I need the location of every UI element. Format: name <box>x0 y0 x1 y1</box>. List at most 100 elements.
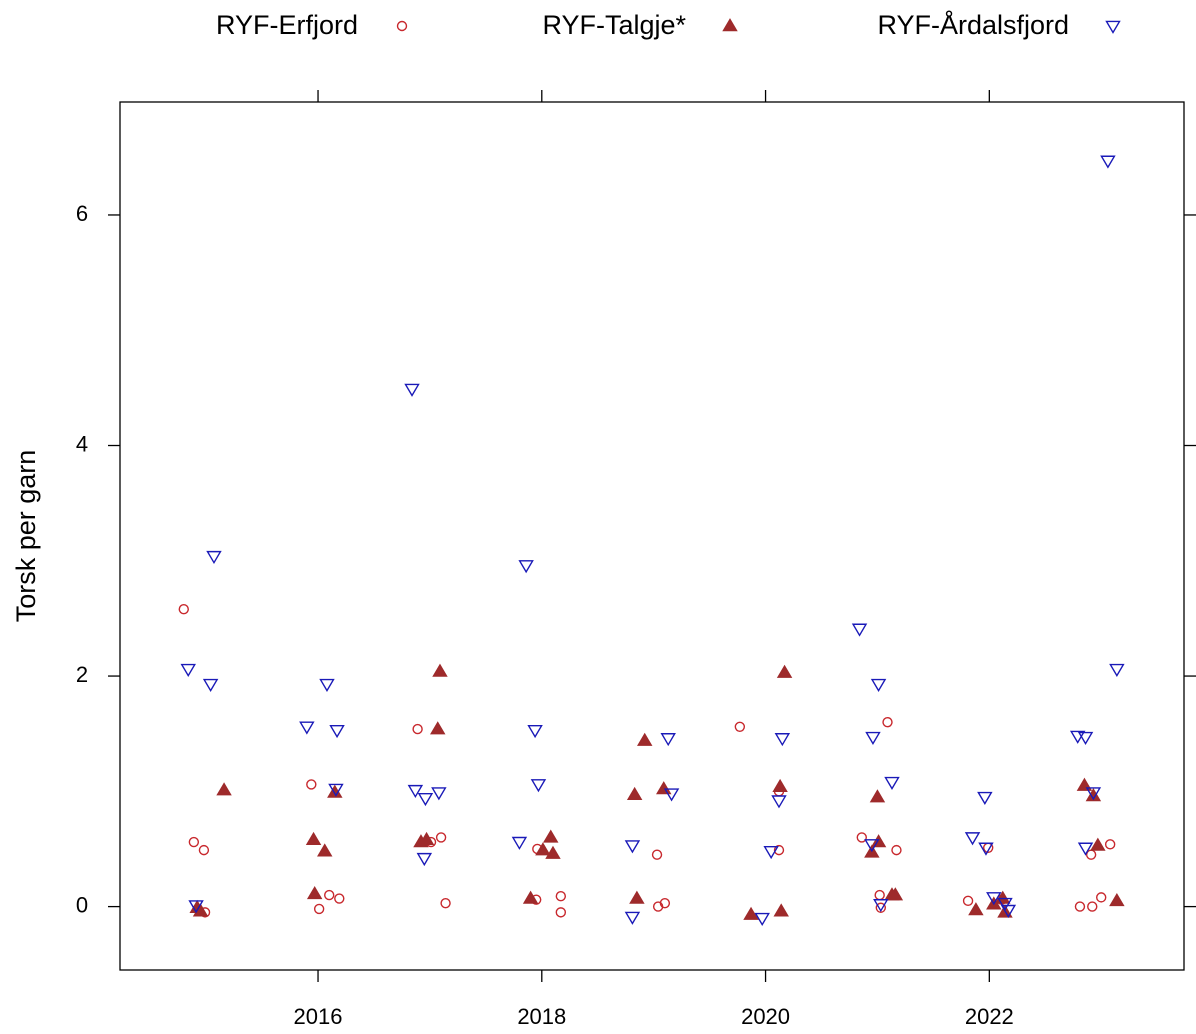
point <box>1109 663 1125 678</box>
x-tick-label: 2018 <box>517 1004 566 1029</box>
legend-marker <box>396 20 408 32</box>
point <box>324 889 335 901</box>
y-axis-label: Torsk per garn <box>11 450 41 623</box>
point <box>1096 892 1107 903</box>
point <box>527 724 543 739</box>
point <box>851 623 868 637</box>
point <box>986 892 1002 906</box>
point <box>334 893 345 904</box>
point <box>407 784 424 799</box>
point <box>327 784 343 798</box>
point <box>865 731 881 746</box>
point <box>178 603 189 615</box>
point <box>734 721 746 732</box>
point <box>306 779 317 790</box>
point <box>180 663 196 678</box>
x-tick-label: 2016 <box>294 1004 343 1029</box>
y-tick-label: 6 <box>76 201 88 226</box>
point <box>440 897 451 909</box>
point <box>555 907 567 918</box>
point <box>1104 839 1116 850</box>
point <box>545 845 561 859</box>
point <box>418 831 435 845</box>
point <box>773 903 789 917</box>
point <box>1077 842 1094 856</box>
point <box>522 890 539 904</box>
point <box>404 383 420 397</box>
point <box>416 852 433 867</box>
point <box>188 836 200 848</box>
point <box>626 786 643 801</box>
point <box>535 842 551 856</box>
y-tick-label: 0 <box>76 892 88 917</box>
point <box>651 849 663 860</box>
point <box>754 912 770 927</box>
point <box>763 846 779 860</box>
point <box>962 895 974 907</box>
point <box>431 787 447 801</box>
legend-label: RYF-Årdalsfjord <box>877 9 1069 40</box>
point <box>977 791 993 805</box>
point <box>869 789 886 803</box>
point <box>430 721 446 735</box>
point <box>188 900 204 914</box>
point <box>773 844 785 856</box>
point <box>432 663 448 677</box>
legend-label: RYF-Erfjord <box>216 10 358 40</box>
point <box>329 724 345 739</box>
point <box>968 902 984 916</box>
point <box>1109 892 1125 907</box>
point <box>202 678 219 693</box>
point <box>1100 155 1116 169</box>
legend-marker <box>1105 20 1121 34</box>
point <box>660 733 676 747</box>
point <box>1090 837 1106 851</box>
point <box>1077 731 1094 746</box>
point <box>882 716 893 728</box>
point <box>624 840 641 854</box>
point <box>216 782 232 796</box>
point <box>1085 788 1102 802</box>
point <box>874 889 885 901</box>
point <box>624 911 641 925</box>
point <box>870 834 887 848</box>
point <box>656 781 672 795</box>
point <box>555 891 567 902</box>
point <box>543 829 559 843</box>
point <box>1085 787 1102 801</box>
point <box>198 844 210 856</box>
point <box>978 842 994 856</box>
point <box>1000 904 1017 918</box>
point <box>873 899 889 913</box>
point <box>299 721 315 735</box>
point <box>530 779 547 793</box>
point <box>417 792 434 807</box>
point <box>518 560 534 574</box>
point <box>206 550 222 565</box>
point <box>306 886 323 900</box>
point <box>305 831 322 845</box>
point <box>663 788 680 802</box>
point <box>317 843 333 857</box>
plot-frame <box>119 101 1185 971</box>
point <box>511 836 528 850</box>
point <box>887 887 904 901</box>
point <box>412 723 423 735</box>
point <box>743 906 759 920</box>
point <box>629 890 645 904</box>
y-tick-label: 2 <box>76 662 88 687</box>
point <box>891 844 902 856</box>
point <box>313 903 325 915</box>
point <box>1085 849 1097 860</box>
point <box>637 732 653 746</box>
point <box>774 733 791 747</box>
point <box>771 795 787 809</box>
point <box>875 902 886 913</box>
point <box>884 776 900 790</box>
point <box>864 839 880 853</box>
point <box>1087 901 1098 912</box>
y-tick-label: 4 <box>76 431 88 456</box>
legend-label: RYF-Talgje* <box>542 10 686 40</box>
point <box>772 778 788 792</box>
